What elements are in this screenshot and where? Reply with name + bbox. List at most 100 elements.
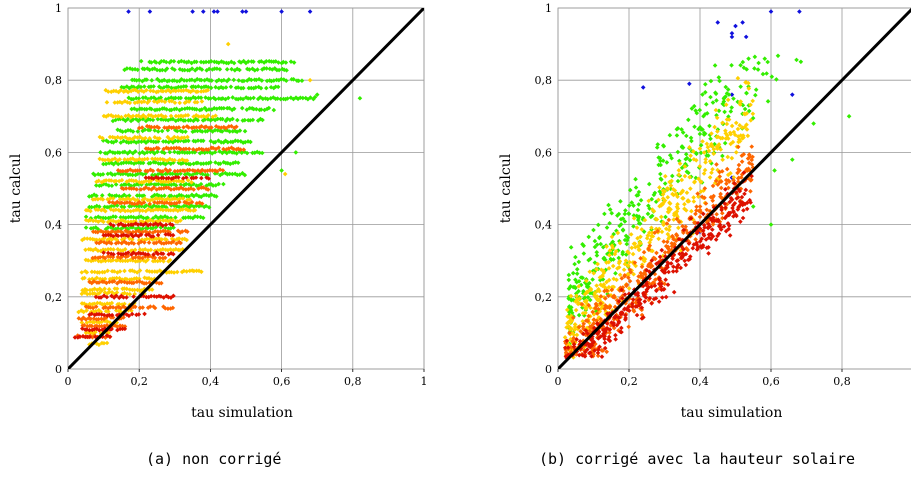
red-point <box>669 253 675 258</box>
red-point <box>107 334 113 340</box>
green-point <box>768 222 774 227</box>
green-point <box>168 215 174 221</box>
yellow-point <box>150 197 155 203</box>
red-point <box>690 245 696 251</box>
green-point <box>126 160 132 165</box>
yellow-point <box>674 209 680 214</box>
green-point <box>680 145 686 150</box>
orange-point <box>669 243 675 249</box>
green-point <box>189 192 195 198</box>
yellow-point <box>744 127 750 132</box>
green-point <box>775 53 781 59</box>
green-point <box>694 110 700 116</box>
green-point <box>126 193 132 198</box>
orange-point <box>611 325 617 331</box>
orange-point <box>646 297 652 303</box>
green-point <box>159 204 165 209</box>
green-point <box>197 66 203 71</box>
orange-point <box>604 349 610 355</box>
green-point <box>119 182 124 188</box>
orange-point <box>176 186 182 191</box>
orange-point <box>124 200 130 205</box>
orange-point <box>603 296 608 301</box>
yellow-point <box>601 282 607 287</box>
green-point <box>183 138 189 144</box>
yellow-point <box>601 268 606 274</box>
green-point <box>722 140 728 146</box>
orange-point <box>205 147 211 152</box>
green-point <box>616 211 622 217</box>
yellow-point <box>104 319 110 324</box>
red-point <box>699 245 704 250</box>
orange-point <box>168 306 173 311</box>
yellow-point <box>689 208 694 214</box>
green-point <box>182 106 188 112</box>
yellow-point <box>737 102 743 107</box>
yellow-point <box>613 248 619 254</box>
green-point <box>585 284 591 289</box>
yellow-point <box>615 230 621 236</box>
red-point <box>153 221 158 226</box>
yellow-point <box>656 226 662 232</box>
green-point <box>89 193 94 199</box>
yellow-point <box>180 179 186 184</box>
orange-point <box>190 168 196 173</box>
yellow-point <box>665 231 671 237</box>
green-point <box>242 139 248 145</box>
orange-point <box>702 195 707 201</box>
red-point <box>77 334 83 339</box>
green-point <box>723 94 728 100</box>
green-point <box>635 207 641 213</box>
orange-point <box>105 306 111 311</box>
yellow-point <box>131 276 137 282</box>
yellow-point <box>703 157 708 162</box>
green-point <box>206 107 212 112</box>
yellow-point <box>623 258 629 263</box>
yellow-point <box>132 100 138 106</box>
yellow-point <box>135 135 140 140</box>
green-point <box>587 297 593 303</box>
orange-point <box>122 324 128 329</box>
yellow-point <box>596 286 601 292</box>
orange-point <box>135 168 140 173</box>
orange-point <box>718 194 723 199</box>
orange-point <box>128 306 134 311</box>
orange-point <box>123 228 129 234</box>
yellow-point <box>582 291 588 297</box>
blue-point <box>200 9 206 14</box>
yellow-point <box>122 246 128 252</box>
yellow-point <box>94 237 100 243</box>
green-point <box>144 77 150 83</box>
yellow-point <box>737 99 743 105</box>
red-point <box>641 293 647 298</box>
green-point <box>195 138 201 143</box>
orange-point <box>120 168 126 174</box>
red-point <box>643 295 649 300</box>
yellow-point <box>168 207 173 213</box>
green-point <box>158 95 164 100</box>
orange-point <box>614 297 620 303</box>
orange-point <box>581 321 587 327</box>
red-point <box>140 251 146 256</box>
green-point <box>111 162 116 167</box>
green-point <box>208 118 214 123</box>
orange-point <box>598 316 604 322</box>
green-point <box>798 59 804 65</box>
green-point <box>675 149 681 155</box>
red-point <box>732 200 738 206</box>
yellow-point <box>166 269 172 275</box>
yellow-point <box>673 191 679 197</box>
green-point <box>251 85 257 91</box>
yellow-point <box>161 218 166 223</box>
green-point <box>162 214 168 219</box>
red-point <box>87 334 93 340</box>
green-point <box>110 172 115 177</box>
yellow-point <box>79 308 84 313</box>
plot-frame <box>557 7 911 370</box>
green-point <box>288 59 294 64</box>
green-point <box>637 221 643 226</box>
green-point <box>135 171 140 177</box>
green-point <box>193 139 198 144</box>
green-point <box>746 56 751 61</box>
orange-point <box>665 244 671 250</box>
